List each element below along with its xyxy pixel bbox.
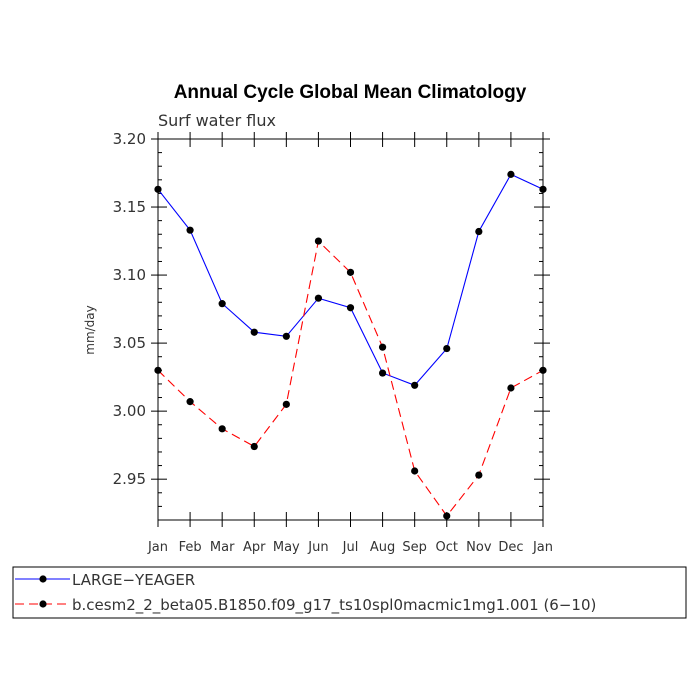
series-2-point (443, 512, 451, 520)
series-1-point (346, 304, 355, 312)
series-2-point (218, 425, 226, 433)
series-1-point (378, 369, 387, 377)
legend-box (12, 566, 687, 619)
x-tick-label: Jan (532, 540, 553, 555)
series-1-point (475, 227, 483, 236)
series-1-point (154, 185, 162, 193)
x-tick-label: Mar (210, 540, 235, 555)
series-1-point (411, 381, 419, 389)
y-tick-label: 3.00 (113, 402, 146, 420)
series-1-point (314, 294, 323, 302)
x-tick-label: Dec (498, 540, 523, 555)
y-tick-label: 2.95 (113, 470, 146, 488)
series-line-1 (157, 173, 544, 386)
x-tick-label: Sep (402, 540, 427, 555)
series-2-point (154, 366, 162, 374)
legend-marker-1 (39, 575, 47, 583)
series-2-point (539, 366, 547, 374)
series-2-point (378, 343, 387, 351)
series-2-point (346, 268, 355, 276)
series-2-point (507, 384, 515, 392)
x-axis-ticks: Jan Feb Mar Apr May Jun Jul Aug Sep Oct Nov Dec Jan (147, 132, 553, 555)
series-layer (154, 170, 547, 520)
x-tick-label: Nov (466, 540, 492, 555)
legend-label-1: LARGE−YEAGER (72, 571, 195, 589)
y-axis-label: mm/day (83, 305, 97, 355)
x-tick-label: Feb (179, 540, 202, 555)
y-tick-label: 3.10 (113, 266, 146, 284)
x-tick-label: Jan (147, 540, 168, 555)
series-2-point (314, 237, 323, 245)
series-2-point (282, 400, 290, 408)
series-1-point (250, 328, 258, 336)
x-tick-label: Jun (307, 540, 328, 555)
legend-marker-2 (39, 600, 47, 608)
legend: LARGE−YEAGER b.cesm2_2_beta05.B1850.f09_g… (15, 571, 596, 615)
series-2-point (250, 442, 258, 451)
x-tick-label: Aug (370, 540, 395, 555)
chart-subtitle: Surf water flux (158, 111, 276, 130)
series-2-point (475, 471, 483, 479)
x-tick-label: Jul (342, 540, 359, 555)
x-tick-label: Oct (436, 540, 458, 555)
series-2-point (186, 398, 194, 406)
series-1-point (282, 332, 290, 340)
y-tick-label: 3.05 (113, 334, 146, 352)
series-1-point (186, 226, 194, 234)
series-1-point (539, 185, 547, 193)
chart-title: Annual Cycle Global Mean Climatology (174, 82, 527, 103)
series-1-point (507, 170, 515, 178)
x-tick-label: Apr (243, 540, 266, 555)
series-1-point (218, 300, 226, 308)
series-1-point (443, 344, 451, 353)
x-tick-label: May (273, 540, 300, 555)
series-2-point (411, 467, 419, 475)
plot-frame (157, 138, 544, 521)
legend-label-2: b.cesm2_2_beta05.B1850.f09_g17_ts10spl0m… (72, 596, 596, 615)
series-line-2 (157, 239, 544, 517)
y-tick-label: 3.15 (113, 198, 146, 216)
y-tick-label: 3.20 (113, 130, 146, 148)
